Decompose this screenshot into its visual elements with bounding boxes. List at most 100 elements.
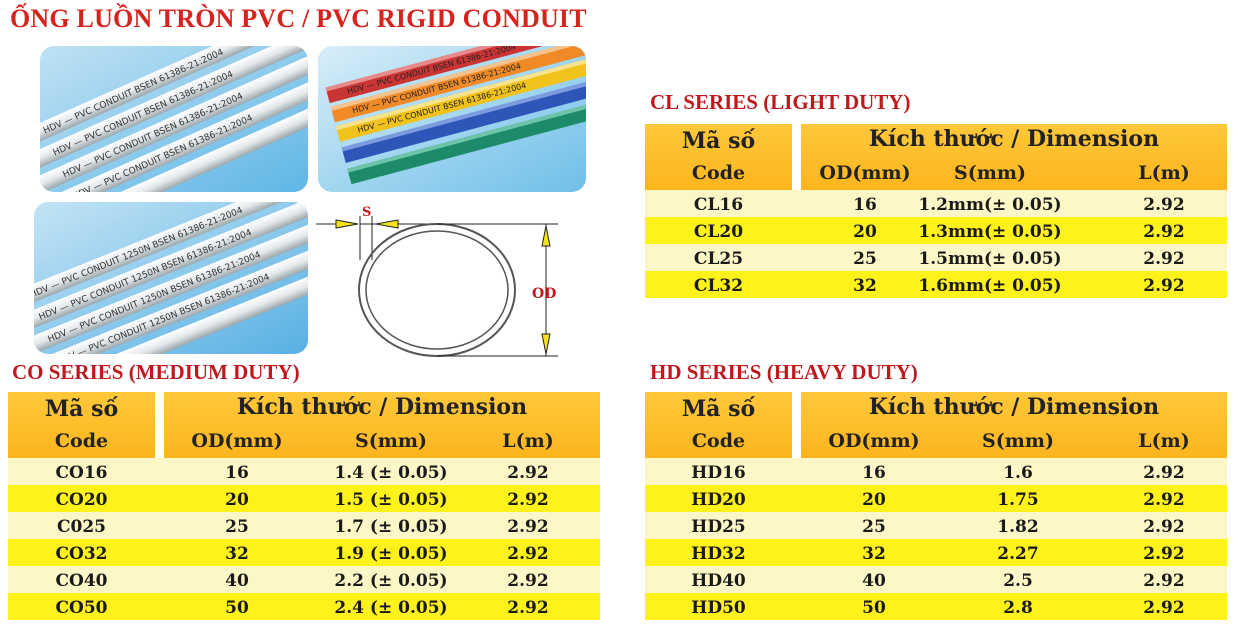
colored-conduit-photo: HDV — PVC CONDUIT BSEN 61386-21:2004 HDV… <box>318 46 586 192</box>
code-cell: CL16 <box>693 195 744 215</box>
table-row: HD20 20 1.75 2.92 <box>645 485 1227 512</box>
code-header-cell <box>645 124 792 190</box>
l-cell: 2.92 <box>507 490 549 510</box>
table-row: CO50 50 2.4 (± 0.05) 2.92 <box>8 593 600 620</box>
table-row: CO40 40 2.2 (± 0.05) 2.92 <box>8 566 600 593</box>
table-row: CL25 25 1.5mm(± 0.05) 2.92 <box>645 244 1227 271</box>
s-cell: 1.5mm(± 0.05) <box>918 249 1062 269</box>
s-header: S(mm) <box>982 430 1054 452</box>
code-cell: CL32 <box>693 276 744 296</box>
od-cell: 32 <box>862 544 886 564</box>
s-cell: 1.6mm(± 0.05) <box>918 276 1062 296</box>
s-cell: 2.5 <box>1003 571 1033 591</box>
code-cell: CO32 <box>55 544 108 564</box>
heavy-conduit-photo: HDV — PVC CONDUIT 1250N BSEN 61386-21:20… <box>34 202 308 354</box>
l-cell: 2.92 <box>1143 598 1185 618</box>
od-cell: 20 <box>225 490 249 510</box>
s-cell: 2.27 <box>997 544 1039 564</box>
s-cell: 2.2 (± 0.05) <box>334 571 448 591</box>
od-cell: 20 <box>853 222 877 242</box>
s-header: S(mm) <box>954 162 1026 184</box>
table-row: CO20 20 1.5 (± 0.05) 2.92 <box>8 485 600 512</box>
page-title: ỐNG LUỒN TRÒN PVC / PVC RIGID CONDUIT <box>10 4 587 33</box>
code-cell: HD40 <box>691 571 746 591</box>
od-label: OD <box>532 286 556 302</box>
dimension-header-cell <box>801 392 1227 458</box>
white-conduit-photo: HDV — PVC CONDUIT BSEN 61386-21:2004 HDV… <box>40 46 308 192</box>
dimension-header: Kích thước / Dimension <box>236 394 528 420</box>
s-label: S <box>362 205 371 220</box>
s-cell: 1.82 <box>997 517 1039 537</box>
s-cell: 2.4 (± 0.05) <box>334 598 448 618</box>
l-header: L(m) <box>502 430 554 452</box>
od-header: OD(mm) <box>828 430 920 452</box>
s-cell: 1.9 (± 0.05) <box>334 544 448 564</box>
l-cell: 2.92 <box>507 463 549 483</box>
code-cell: HD20 <box>691 490 746 510</box>
code-cell: CO20 <box>55 490 108 510</box>
s-cell: 1.2mm(± 0.05) <box>918 195 1062 215</box>
s-cell: 1.5 (± 0.05) <box>334 490 448 510</box>
l-cell: 2.92 <box>507 517 549 537</box>
s-header: S(mm) <box>355 430 427 452</box>
l-cell: 2.92 <box>1143 544 1185 564</box>
code-cell: CO40 <box>55 571 108 591</box>
table-row: CL20 20 1.3mm(± 0.05) 2.92 <box>645 217 1227 244</box>
od-cell: 32 <box>853 276 877 296</box>
od-cell: 16 <box>862 463 886 483</box>
table-row: HD16 16 1.6 2.92 <box>645 458 1227 485</box>
dimension-header-cell <box>801 124 1227 190</box>
code-header-en: Code <box>691 430 746 452</box>
cl-series-table: Mã số Code Kích thước / Dimension OD(mm) S(m… <box>645 124 1227 304</box>
s-cell: 2.8 <box>1003 598 1033 618</box>
l-cell: 2.92 <box>1143 276 1185 296</box>
table-row: CL32 32 1.6mm(± 0.05) 2.92 <box>645 271 1227 298</box>
l-cell: 2.92 <box>1143 490 1185 510</box>
code-cell: HD50 <box>691 598 746 618</box>
l-header: L(m) <box>1138 162 1190 184</box>
hd-series-table: Mã số Code Kích thước / Dimension OD(mm) S(m… <box>645 392 1227 628</box>
l-cell: 2.92 <box>1143 463 1185 483</box>
table-row: CO32 32 1.9 (± 0.05) 2.92 <box>8 539 600 566</box>
l-cell: 2.92 <box>1143 195 1185 215</box>
od-cell: 25 <box>862 517 886 537</box>
code-header-vi: Mã số <box>44 396 119 422</box>
table-row: CO16 16 1.4 (± 0.05) 2.92 <box>8 458 600 485</box>
od-cell: 50 <box>225 598 249 618</box>
table-row: HD50 50 2.8 2.92 <box>645 593 1227 620</box>
code-header-cell <box>8 392 155 458</box>
s-cell: 1.4 (± 0.05) <box>334 463 448 483</box>
s-cell: 1.3mm(± 0.05) <box>918 222 1062 242</box>
od-cell: 16 <box>225 463 249 483</box>
od-cell: 40 <box>862 571 886 591</box>
od-cell: 50 <box>862 598 886 618</box>
code-cell: C025 <box>56 517 107 537</box>
code-cell: CO50 <box>55 598 108 618</box>
table-row: HD32 32 2.27 2.92 <box>645 539 1227 566</box>
code-header-vi: Mã số <box>681 128 756 154</box>
dimension-header: Kích thước / Dimension <box>868 394 1160 420</box>
code-cell: HD16 <box>691 463 746 483</box>
l-cell: 2.92 <box>1143 571 1185 591</box>
code-header-en: Code <box>54 430 109 452</box>
l-cell: 2.92 <box>1143 517 1185 537</box>
code-header-en: Code <box>691 162 746 184</box>
s-cell: 1.75 <box>997 490 1039 510</box>
hd-series-title: HD SERIES (HEAVY DUTY) <box>650 360 918 384</box>
l-cell: 2.92 <box>1143 249 1185 269</box>
cross-section-diagram: S OD <box>316 205 558 357</box>
od-cell: 40 <box>225 571 249 591</box>
l-cell: 2.92 <box>507 544 549 564</box>
od-cell: 20 <box>862 490 886 510</box>
l-cell: 2.92 <box>1143 222 1185 242</box>
code-header-cell <box>645 392 792 458</box>
code-header-vi: Mã số <box>681 396 756 422</box>
cl-series-title: CL SERIES (LIGHT DUTY) <box>650 90 911 114</box>
od-cell: 25 <box>853 249 877 269</box>
code-cell: HD32 <box>691 544 746 564</box>
code-cell: CL25 <box>693 249 744 269</box>
dimension-header: Kích thước / Dimension <box>868 126 1160 152</box>
od-header: OD(mm) <box>819 162 911 184</box>
od-header: OD(mm) <box>191 430 283 452</box>
co-series-table: Mã số Code Kích thước / Dimension OD(mm) S(m… <box>8 392 600 628</box>
